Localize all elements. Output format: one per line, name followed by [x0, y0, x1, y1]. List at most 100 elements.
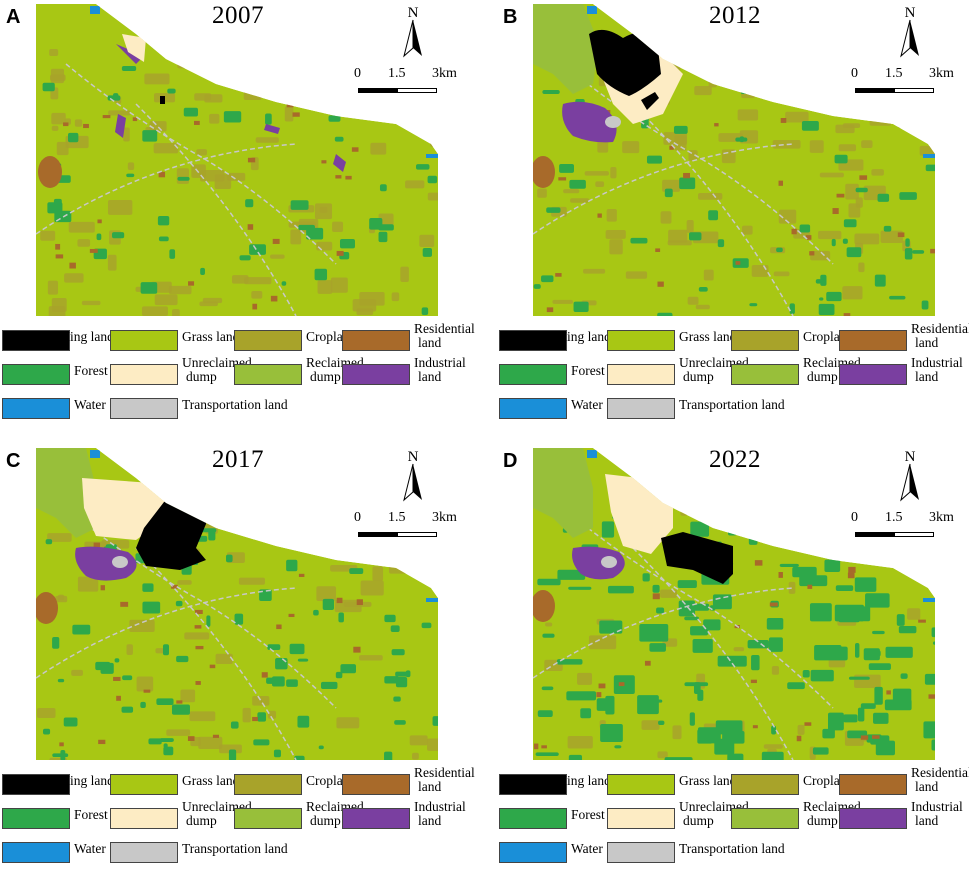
residential-patch	[876, 552, 881, 556]
map-panel-a: A 2007 N 0 1.5 3km Ming land Grass land Cropland…	[0, 0, 484, 443]
forest-patch	[684, 616, 700, 621]
scale-label-2: 3km	[432, 66, 457, 81]
legend-swatch	[607, 774, 675, 795]
legend-label: Grass land	[679, 774, 736, 788]
forest-patch	[416, 164, 430, 170]
forest-patch	[802, 670, 810, 678]
cropland-patch	[248, 502, 266, 511]
forest-patch	[912, 250, 925, 254]
legend-swatch	[607, 808, 675, 829]
legend-label-line: Residential	[414, 765, 475, 780]
legend-label-line: land	[418, 813, 442, 828]
legend-swatch	[839, 330, 907, 351]
residential-patch	[752, 725, 758, 729]
forest-patch	[290, 95, 296, 100]
cropland-patch	[660, 211, 672, 224]
forest-patch	[234, 613, 244, 625]
residential-patch	[618, 682, 625, 687]
legend-label-line: Residential	[911, 765, 969, 780]
north-label: N	[905, 5, 916, 21]
residential-patch	[194, 625, 202, 629]
legend-label-line: Transportation land	[182, 397, 288, 412]
cropland-patch	[200, 169, 225, 182]
forest-patch	[848, 676, 870, 680]
forest-patch	[778, 67, 788, 75]
forest-patch	[163, 743, 168, 748]
cropland-patch	[737, 109, 759, 121]
cropland-patch	[108, 110, 131, 116]
legend: Ming land Grass land Cropland Residential la…	[0, 766, 484, 872]
cropland-patch	[772, 139, 801, 149]
cropland-patch	[898, 120, 908, 129]
cropland-patch	[807, 57, 822, 69]
forest-patch	[67, 132, 79, 143]
forest-patch	[923, 721, 935, 739]
legend-label: Water	[74, 842, 106, 856]
legend-label-line: Grass land	[182, 773, 240, 788]
water-body	[426, 598, 438, 602]
forest-patch	[657, 312, 673, 316]
legend-label: Residential land	[414, 766, 475, 794]
forest-patch	[42, 728, 51, 735]
panel-letter: D	[503, 450, 518, 472]
cropland-patch	[622, 141, 640, 154]
legend-label: Ming land	[555, 330, 611, 344]
forest-patch	[872, 630, 885, 635]
legend-swatch	[234, 774, 302, 795]
forest-patch	[673, 125, 688, 134]
mining-area	[589, 29, 661, 96]
forest-patch	[749, 303, 758, 307]
cropland-patch	[668, 229, 688, 243]
legend-label: Grass land	[679, 330, 736, 344]
residential-patch	[93, 542, 101, 548]
residential-patch	[100, 585, 105, 591]
forest-patch	[732, 258, 749, 268]
forest-patch	[390, 625, 400, 632]
residential-patch	[859, 175, 868, 180]
forest-patch	[63, 717, 78, 727]
legend-label-line: Industrial	[911, 355, 963, 370]
cropland-patch	[567, 735, 593, 749]
forest-patch	[835, 585, 854, 591]
forest-patch	[306, 227, 324, 240]
cropland-patch	[372, 566, 384, 581]
residential-patch	[807, 584, 813, 589]
forest-patch	[828, 102, 844, 111]
forest-patch	[546, 207, 561, 213]
residential-patch	[848, 566, 856, 573]
legend-swatch	[2, 364, 70, 385]
forest-patch	[223, 111, 242, 123]
forest-patch	[95, 661, 111, 671]
residential-patch	[791, 228, 797, 235]
cropland-patch	[252, 695, 270, 706]
forest-patch	[175, 600, 183, 607]
legend-swatch	[839, 774, 907, 795]
forest-patch	[167, 88, 176, 94]
forest-patch	[393, 696, 401, 702]
forest-patch	[664, 188, 673, 198]
forest-patch	[142, 130, 158, 142]
residential-patch	[598, 683, 606, 689]
legend-label: Residential land	[911, 322, 969, 350]
cropland-patch	[359, 655, 383, 661]
legend-swatch	[2, 398, 70, 419]
forest-patch	[140, 282, 158, 294]
forest-patch	[898, 625, 917, 634]
scale-bar: 0 1.5 3km	[352, 66, 457, 102]
forest-patch	[322, 72, 340, 83]
north-label: N	[905, 449, 916, 465]
forest-patch	[271, 676, 285, 687]
forest-patch	[873, 712, 889, 724]
legend-swatch	[731, 364, 799, 385]
north-arrow-icon: N	[398, 4, 428, 60]
transport-road	[135, 103, 297, 316]
forest-patch	[286, 559, 298, 572]
forest-patch	[932, 641, 935, 645]
legend-label: Forest	[571, 364, 605, 378]
forest-patch	[379, 184, 387, 192]
legend-label: Transportation land	[679, 842, 785, 856]
legend: Ming land Grass land Cropland Residential la…	[497, 322, 969, 428]
residential-patch	[345, 175, 352, 180]
residential-patch	[195, 681, 201, 685]
water-body	[587, 450, 597, 458]
